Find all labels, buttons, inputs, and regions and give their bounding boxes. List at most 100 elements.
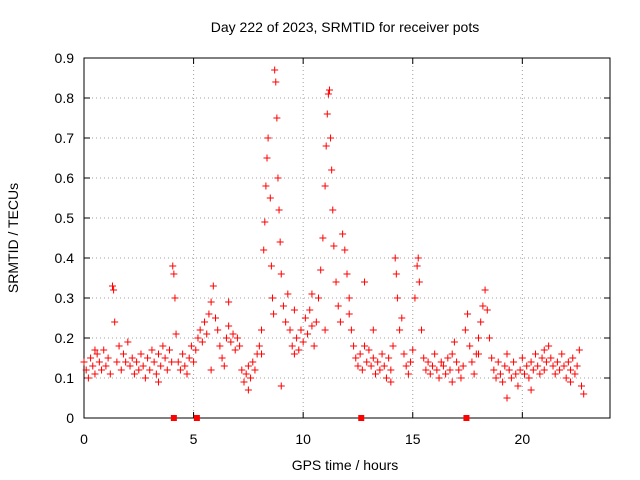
x-tick-label: 10 bbox=[295, 431, 311, 447]
data-point bbox=[273, 114, 281, 122]
data-point bbox=[297, 326, 305, 334]
data-point bbox=[542, 358, 550, 366]
data-point bbox=[324, 90, 332, 98]
data-point bbox=[444, 354, 452, 362]
baseline-marker bbox=[463, 415, 470, 421]
data-point bbox=[365, 346, 373, 354]
data-point bbox=[207, 298, 215, 306]
data-point bbox=[82, 366, 90, 374]
data-point bbox=[146, 366, 154, 374]
baseline-marker bbox=[193, 415, 200, 421]
data-point bbox=[505, 366, 513, 374]
data-point bbox=[179, 350, 187, 358]
data-point bbox=[192, 346, 200, 354]
data-point bbox=[422, 366, 430, 374]
data-point bbox=[220, 362, 228, 370]
data-point bbox=[431, 350, 439, 358]
data-point bbox=[231, 346, 239, 354]
x-tick-label: 5 bbox=[190, 431, 198, 447]
data-point bbox=[428, 362, 436, 370]
data-point bbox=[573, 362, 581, 370]
data-point bbox=[545, 342, 553, 350]
data-point bbox=[133, 358, 141, 366]
data-point bbox=[485, 334, 493, 342]
data-marks bbox=[80, 66, 588, 402]
data-point bbox=[152, 370, 160, 378]
data-point bbox=[169, 262, 177, 270]
data-point bbox=[356, 350, 364, 358]
data-point bbox=[185, 354, 193, 362]
data-point bbox=[308, 322, 316, 330]
data-point bbox=[387, 366, 395, 374]
data-point bbox=[323, 110, 331, 118]
data-point bbox=[523, 362, 531, 370]
data-point bbox=[108, 282, 116, 290]
data-point bbox=[194, 334, 202, 342]
x-tick-label: 0 bbox=[80, 431, 88, 447]
data-point bbox=[538, 354, 546, 362]
data-point bbox=[503, 394, 511, 402]
data-point bbox=[477, 318, 485, 326]
data-point bbox=[455, 366, 463, 374]
data-point bbox=[174, 358, 182, 366]
data-point bbox=[247, 374, 255, 382]
data-point bbox=[424, 358, 432, 366]
data-point bbox=[321, 326, 329, 334]
data-point bbox=[345, 294, 353, 302]
data-point bbox=[295, 346, 303, 354]
data-point bbox=[358, 366, 366, 374]
data-point bbox=[159, 342, 167, 350]
data-point bbox=[274, 174, 282, 182]
data-point bbox=[407, 358, 415, 366]
data-point bbox=[317, 266, 325, 274]
data-point bbox=[575, 346, 583, 354]
data-point bbox=[415, 278, 423, 286]
data-point bbox=[310, 342, 318, 350]
data-point bbox=[212, 314, 219, 322]
data-point bbox=[196, 326, 204, 334]
data-point bbox=[385, 354, 393, 362]
data-point bbox=[262, 182, 270, 190]
data-point bbox=[198, 338, 206, 346]
data-point bbox=[518, 354, 526, 362]
data-point bbox=[341, 246, 349, 254]
data-point bbox=[389, 342, 397, 350]
data-point bbox=[284, 290, 292, 298]
data-point bbox=[512, 370, 520, 378]
data-point bbox=[251, 366, 259, 374]
data-point bbox=[336, 318, 344, 326]
data-point bbox=[163, 366, 171, 374]
data-point bbox=[420, 354, 428, 362]
data-point bbox=[354, 362, 362, 370]
data-point bbox=[119, 350, 127, 358]
data-point bbox=[418, 326, 426, 334]
data-point bbox=[446, 366, 454, 374]
data-point bbox=[106, 370, 114, 378]
data-point bbox=[339, 230, 347, 238]
data-point bbox=[155, 378, 163, 386]
y-tick-label: 0.9 bbox=[55, 50, 75, 66]
data-point bbox=[468, 358, 476, 366]
data-point bbox=[332, 278, 340, 286]
baseline-markers bbox=[170, 415, 470, 421]
data-point bbox=[321, 182, 329, 190]
data-point bbox=[172, 330, 180, 338]
data-point bbox=[290, 306, 298, 314]
data-point bbox=[540, 366, 548, 374]
data-point bbox=[130, 370, 138, 378]
data-point bbox=[150, 358, 158, 366]
data-point bbox=[102, 362, 110, 370]
data-point bbox=[157, 362, 165, 370]
data-point bbox=[111, 318, 119, 326]
data-point bbox=[499, 378, 507, 386]
data-point bbox=[387, 378, 395, 386]
data-point bbox=[328, 166, 336, 174]
data-point bbox=[266, 194, 274, 202]
data-point bbox=[540, 346, 548, 354]
data-point bbox=[369, 354, 377, 362]
data-point bbox=[547, 354, 555, 362]
data-point bbox=[569, 354, 577, 362]
y-tick-label: 0 bbox=[66, 410, 74, 426]
data-point bbox=[343, 270, 351, 278]
